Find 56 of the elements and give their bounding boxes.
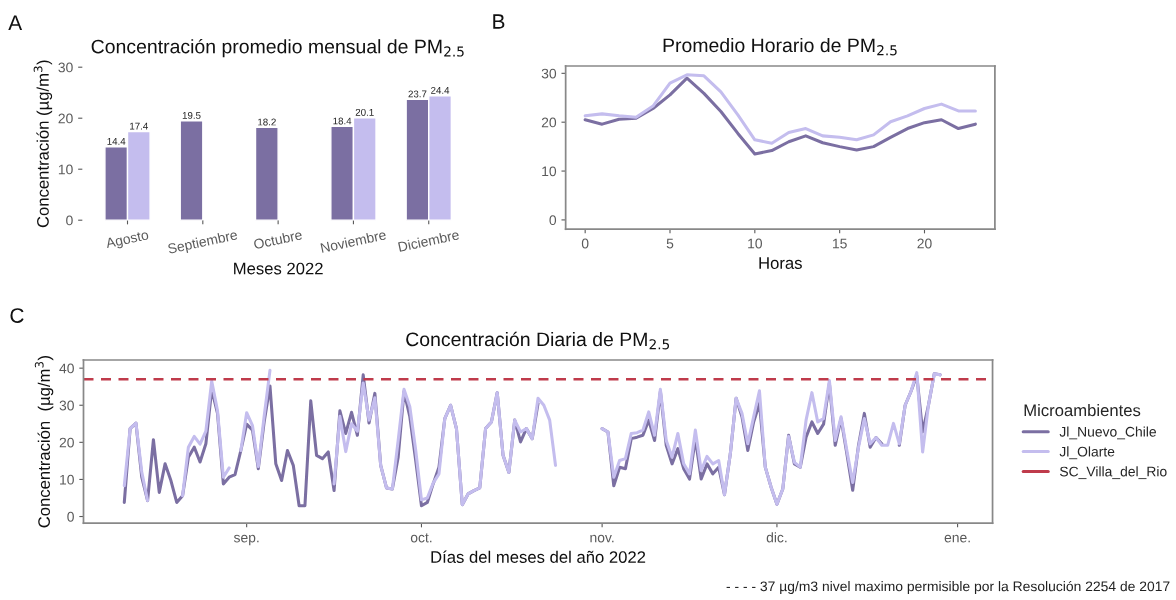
x-tick-label: 15 [832,238,847,249]
legend-label: Jl_Nuevo_Chile [1059,426,1156,440]
x-tick-label: 20 [917,238,932,249]
x-tick-label: ene. [944,534,970,543]
x-tick-label: Septiembre [167,229,239,257]
y-tick-label: 10 [542,166,557,177]
y-axis-title: Concentración (µg/m$^{3}$) [33,60,53,228]
y-tick-label: 20 [541,117,557,128]
legend-label: SC_Villa_del_Rio [1059,466,1167,480]
chart-title: Concentración Diaria de PM$_{2.5}$ [406,331,670,350]
y-tick-label: 30 [59,400,74,411]
x-tick-label: dic. [766,532,787,543]
x-tick-label: nov. [590,534,614,543]
x-tick-label: 10 [748,238,763,249]
y-tick-label: 20 [59,437,74,448]
legend-label: Jl_Olarte [1059,446,1115,460]
y-tick-label: 0 [67,511,74,522]
data-label: 18.2 [258,118,276,126]
x-tick-label: 0 [581,238,589,249]
text: - - - - 37 µg/m3 nivel maximo permisible por la Resolución 2254 de 2017 [726,580,1170,594]
text: B [493,14,505,29]
line-series [583,76,977,156]
bar [254,126,279,221]
y-tick-label: 40 [59,363,74,374]
x-tick-label: 5 [666,238,674,249]
x-tick-label: Diciembre [397,229,460,252]
x-tick-label: sep. [233,534,259,546]
x-axis-title: Días del meses del año 2022 [431,550,646,563]
x-axis-title: Meses 2022 [234,262,323,275]
y-tick-label: 20 [58,113,73,124]
data-label: 23.7 [408,90,427,98]
chart-title: Promedio Horario de PM$_{2.5}$ [663,37,897,56]
y-tick-label: 10 [60,474,74,485]
data-label: 20.1 [355,108,374,116]
y-tick-label: 30 [541,68,557,79]
y-tick-label: 10 [58,164,73,175]
y-tick-label: 30 [58,62,73,73]
legend-title: Microambientes [1024,403,1141,417]
text: A [8,15,23,30]
line-series [583,73,977,145]
bar [179,120,204,221]
x-tick-label: oct. [410,533,432,543]
x-tick-label: Octubre [253,229,303,250]
x-tick-label: Noviembre [320,229,387,253]
data-label: 19.5 [182,111,201,119]
text: C [10,308,24,323]
y-axis-title: Concentración (µg/m$^{3}$) [34,356,54,528]
x-axis-title: Horas [759,257,802,269]
data-label: 14.4 [107,138,126,145]
y-tick-label: 0 [549,215,557,226]
x-tick-label: Agosto [105,229,150,251]
chart-title: Concentración promedio mensual de PM$_{2.5}$ [91,38,464,58]
y-tick-label: 0 [66,215,73,226]
data-label: 18.4 [333,117,352,125]
data-label: 24.4 [431,86,450,94]
data-label: 17.4 [130,122,148,130]
